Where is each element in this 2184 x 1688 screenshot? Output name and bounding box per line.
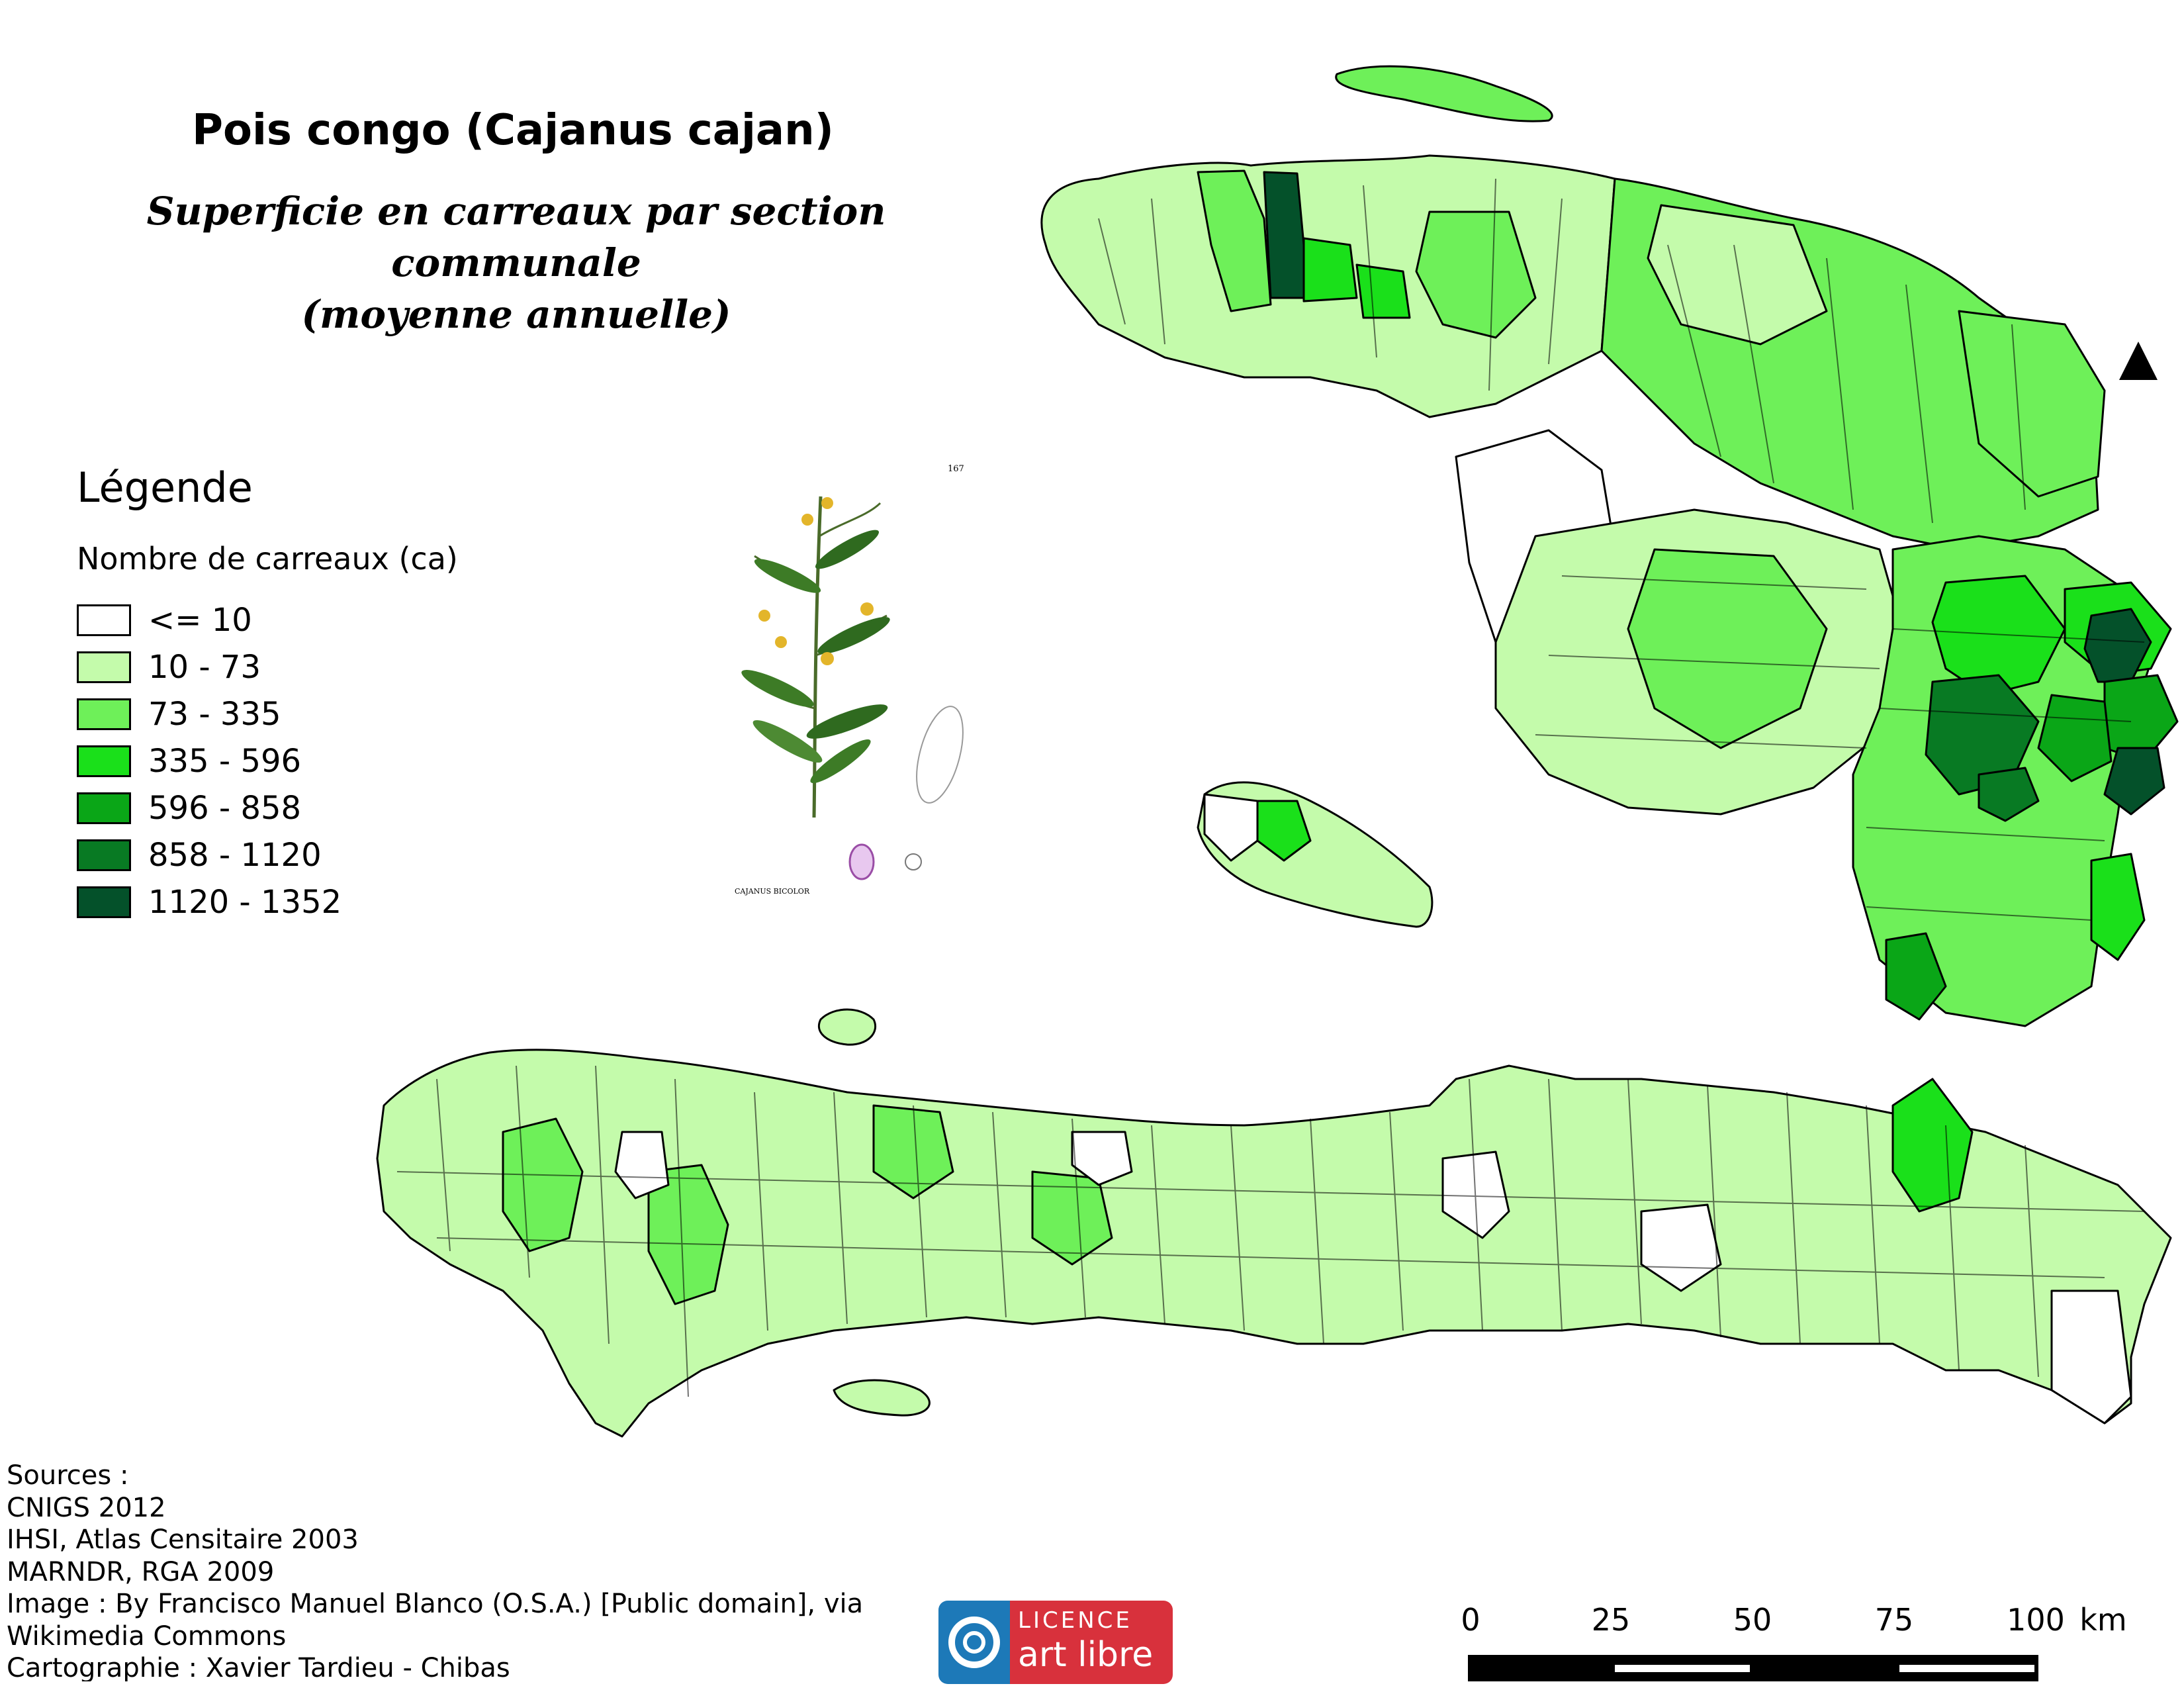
legend-label: 596 - 858	[148, 789, 302, 827]
scale-bar: 0 25 50 75 100 km	[1436, 1602, 2164, 1688]
legend-swatch	[77, 886, 131, 918]
scale-tick-0: 0	[1461, 1602, 1480, 1638]
central-596-c	[1885, 932, 1947, 1021]
northwest-mid	[1415, 211, 1537, 339]
licence-label: LICENCE	[1018, 1607, 1132, 1634]
central-high-c	[2090, 853, 2146, 961]
central-858-b	[1978, 767, 2040, 822]
southern-peninsula	[376, 1049, 2172, 1438]
licence-art-libre-logo: LICENCE art libre	[938, 1601, 1173, 1684]
legend-label: 10 - 73	[148, 648, 261, 686]
scale-tick-25: 25	[1591, 1602, 1631, 1638]
sources-line: Wikimedia Commons	[7, 1620, 287, 1652]
sources-line: MARNDR, RGA 2009	[7, 1556, 275, 1587]
legend-item: 335 - 596	[77, 737, 458, 784]
legend-title: Légende	[77, 463, 253, 512]
legend-item: 73 - 335	[77, 690, 458, 737]
subtitle-line-2: (moyenne annuelle)	[301, 292, 731, 337]
northwest-high-a	[1197, 169, 1272, 312]
northwest-high-c	[1355, 263, 1411, 319]
cayemites-islet	[818, 1008, 876, 1046]
northeast-strip	[1958, 310, 2106, 498]
southern-white-e	[1071, 1131, 1133, 1186]
legend-swatch	[77, 651, 131, 683]
legend-swatch	[77, 698, 131, 730]
central-max-b	[2103, 747, 2165, 816]
legend-item: 596 - 858	[77, 784, 458, 831]
legend-label: 335 - 596	[148, 742, 302, 780]
legend-label: 73 - 335	[148, 695, 281, 733]
map-title: Pois congo (Cajanus cajan)	[192, 106, 834, 155]
legend-item: <= 10	[77, 596, 458, 643]
legend-classes: <= 10 10 - 73 73 - 335 335 - 596 596 - 8…	[77, 596, 458, 925]
sources-line: IHSI, Atlas Censitaire 2003	[7, 1524, 359, 1555]
southern-mid-b	[647, 1164, 729, 1305]
choropleth-map	[376, 65, 2179, 1438]
scale-tick-75: 75	[1874, 1602, 1914, 1638]
legend-subtitle: Nombre de carreaux (ca)	[77, 541, 458, 577]
ile-a-vache	[833, 1379, 931, 1417]
scale-tick-50: 50	[1733, 1602, 1772, 1638]
north-arrow-icon	[2119, 342, 2158, 380]
legend-label: 1120 - 1352	[148, 883, 342, 921]
legend-item: 10 - 73	[77, 643, 458, 690]
gonave-west	[1203, 793, 1259, 862]
legend: Légende Nombre de carreaux (ca) <= 10 10…	[77, 463, 458, 925]
north-low	[1647, 204, 1828, 346]
legend-item: 1120 - 1352	[77, 878, 458, 925]
southern-white-b	[1640, 1203, 1722, 1292]
legend-swatch	[77, 792, 131, 824]
map-subtitle: Superficie en carreaux par section commu…	[53, 185, 979, 340]
legend-item: 858 - 1120	[77, 831, 458, 878]
plate-caption: CAJANUS BICOLOR	[735, 887, 810, 896]
legend-swatch	[77, 604, 131, 636]
legend-swatch	[77, 745, 131, 777]
northwest-max	[1263, 171, 1305, 299]
sources-line: Sources :	[7, 1460, 129, 1491]
plate-number: 167	[948, 464, 964, 474]
sources-block: Sources : CNIGS 2012 IHSI, Atlas Censita…	[7, 1460, 867, 1681]
licence-circle-icon	[938, 1601, 1010, 1684]
legend-label: <= 10	[148, 601, 252, 639]
southern-mid-c	[872, 1104, 954, 1199]
scale-bar-segment	[1899, 1665, 2034, 1672]
southern-mid-a	[502, 1117, 584, 1252]
sources-line: Cartographie : Xavier Tardieu - Chibas	[7, 1653, 510, 1681]
central-596-b	[2037, 694, 2113, 782]
central-high-a	[1931, 575, 2066, 696]
legend-swatch	[77, 839, 131, 871]
southern-white-d	[614, 1131, 670, 1199]
northwest-high-b	[1302, 237, 1358, 303]
artibonite-mid	[1627, 548, 1828, 749]
plant-illustration: 167 CAJANUS BICOLOR	[735, 464, 964, 896]
southeast-high	[1891, 1078, 1974, 1213]
sources-line: Image : By Francisco Manuel Blanco (O.S.…	[7, 1589, 864, 1619]
ile-de-la-tortue	[1335, 65, 1553, 122]
scale-tick-100: 100	[2007, 1602, 2065, 1638]
scale-unit: km	[2079, 1602, 2127, 1638]
subtitle-line-1: Superficie en carreaux par section commu…	[146, 189, 886, 285]
scale-bar-segment	[1615, 1665, 1750, 1672]
legend-label: 858 - 1120	[148, 836, 322, 874]
southern-white-c	[2050, 1289, 2132, 1425]
sources-line: CNIGS 2012	[7, 1492, 166, 1523]
art-libre-label: art libre	[1018, 1635, 1154, 1675]
